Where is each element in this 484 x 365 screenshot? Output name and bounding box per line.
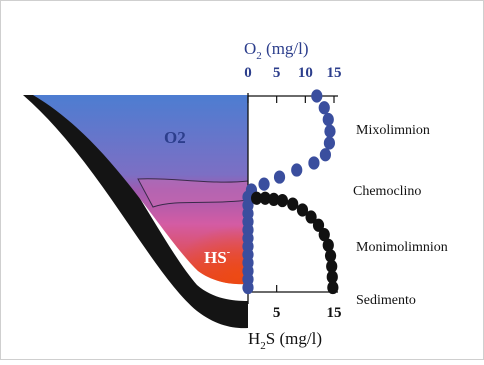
h2s-data-point [318,228,330,242]
o2-data-point [242,280,254,295]
o2-axis-title: O2 (mg/l) [244,39,309,62]
sediment-layer [23,95,248,329]
o2-series [242,89,336,295]
o2-data-point [258,177,270,191]
o2-data-point [308,156,320,170]
o2-tick-label: 15 [327,65,342,81]
sulfide-zone-label: HS- [204,247,230,267]
h2s-data-point [251,191,263,205]
h2s-axis-title: H2S (mg/l) [248,329,322,352]
h2s-axis-subscript: 2 [260,340,266,352]
o2-data-point [324,124,336,138]
h2s-data-point [287,197,299,211]
o2-tick-label: 0 [244,65,252,81]
h2s-data-point [276,193,288,208]
o2-data-point [318,101,330,115]
o2-data-point [273,170,286,184]
o2-data-point [291,163,303,177]
o2-data-point [322,112,334,127]
h2s-data-point [326,259,338,273]
layer-label-mixolimnion: Mixolimnion [356,123,430,138]
h2s-data-point [296,203,309,217]
h2s-data-point [324,249,337,263]
o2-data-point [323,136,336,150]
h2s-data-point [268,192,280,206]
oxygen-zone-label: O2 [164,128,186,147]
o2-axis-ticks: 0 5 10 15 [244,65,342,103]
layer-label-chemocline: Chemoclino [353,184,421,199]
o2-tick-label: 10 [298,65,313,81]
h2s-tick-label: 15 [327,305,342,321]
h2s-series [251,191,339,295]
anoxic-glow [141,201,248,285]
h2s-data-point [305,210,317,224]
o2-data-point [311,89,323,103]
h2s-data-point [259,191,271,205]
h2s-data-point [312,218,325,232]
o2-data-point [319,148,331,162]
layer-label-sediment: Sedimento [356,293,416,308]
layer-label-monimolimnion: Monimolimnion [356,240,448,255]
h2s-data-point [326,270,338,284]
o2-tick-label: 5 [273,65,281,81]
h2s-data-point [322,238,334,252]
sulfide-charge: - [227,247,230,258]
h2s-tick-label: 5 [273,305,281,321]
h2s-axis-ticks: 5 15 [273,285,342,321]
o2-axis-subscript: 2 [256,50,262,62]
h2s-data-point [327,280,339,295]
